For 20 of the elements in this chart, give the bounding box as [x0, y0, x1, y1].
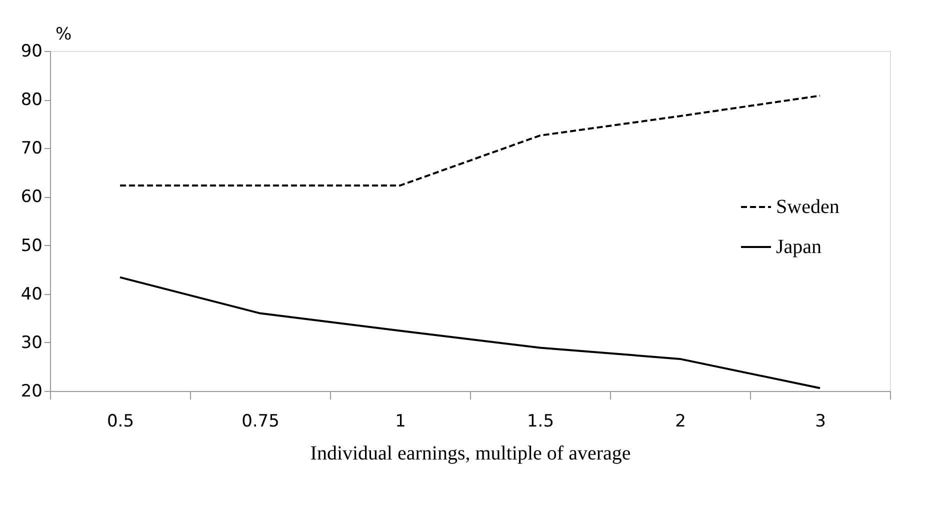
x-tick-label: 2	[675, 412, 686, 432]
legend-label: Sweden	[776, 196, 840, 218]
y-tick-label: 60	[20, 187, 42, 208]
x-tick-label: 0.5	[106, 412, 134, 432]
line-series	[119, 276, 821, 390]
y-tick-label: 30	[20, 332, 42, 353]
y-tick-label: 50	[20, 236, 42, 256]
x-tick-label: 3	[815, 412, 826, 432]
x-tick-label: 1.5	[526, 412, 554, 432]
x-axis-title: Individual earnings, multiple of average	[310, 442, 631, 464]
y-tick-label: 80	[20, 90, 42, 110]
y-tick-label: 20	[20, 382, 42, 402]
y-tick-label: 70	[20, 138, 42, 159]
legend-label: Japan	[776, 236, 822, 258]
x-tick-label: 1	[395, 412, 406, 432]
y-axis-title: %	[56, 24, 72, 44]
y-tick-label: 90	[20, 42, 42, 62]
x-tick-label: 0.75	[242, 412, 280, 432]
y-tick-label: 40	[20, 284, 42, 304]
line-series	[119, 94, 821, 187]
